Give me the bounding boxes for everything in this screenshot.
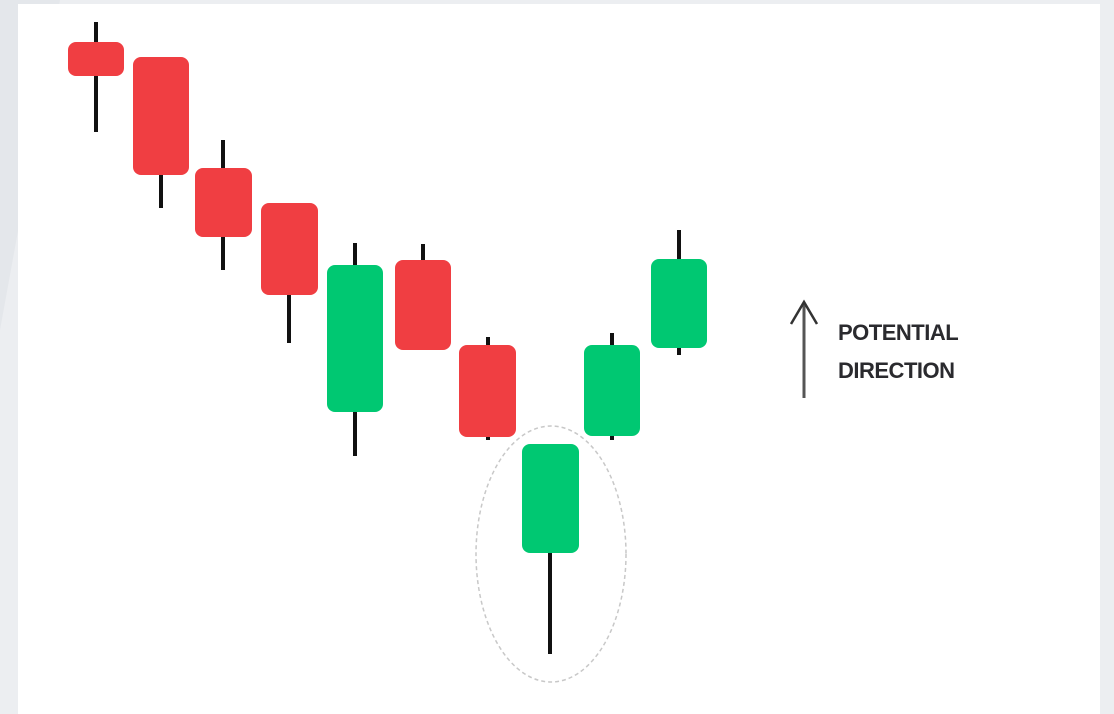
bearish-candle	[395, 260, 451, 350]
bullish-candle	[327, 265, 383, 412]
arrow-head	[789, 299, 819, 325]
bullish-candle	[522, 444, 579, 553]
highlight-ellipse	[475, 425, 627, 683]
bullish-candle	[651, 259, 707, 348]
bearish-candle	[261, 203, 318, 295]
bearish-candle	[68, 42, 124, 76]
annotation-line: POTENTIAL	[838, 320, 958, 345]
candles	[68, 22, 707, 654]
bearish-candle	[459, 345, 516, 437]
panel	[18, 4, 1100, 714]
annotation-line: DIRECTION	[838, 358, 955, 383]
bearish-candle	[195, 168, 252, 237]
bearish-candle	[133, 57, 189, 175]
direction-arrow	[789, 299, 819, 398]
bullish-candle	[584, 345, 640, 436]
